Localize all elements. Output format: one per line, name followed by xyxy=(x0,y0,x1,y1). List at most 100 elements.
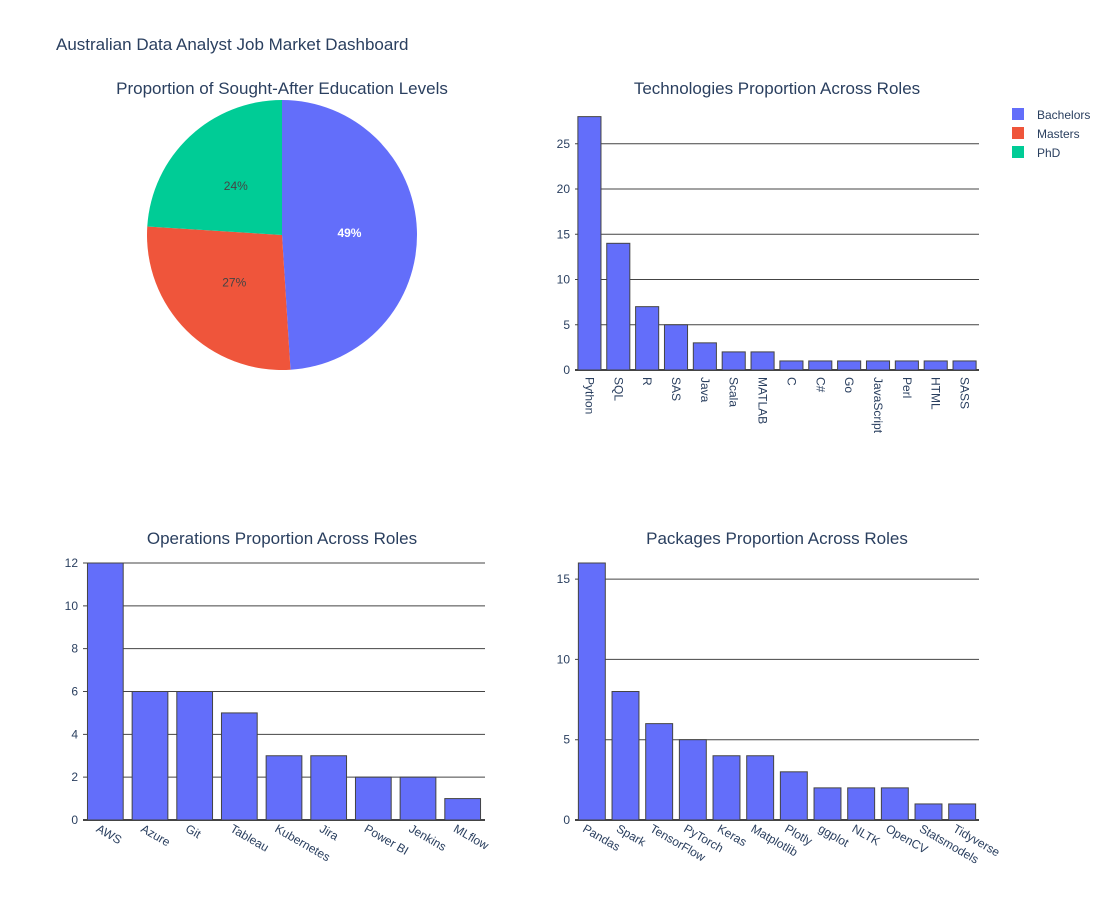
technologies-y-tick-label: 15 xyxy=(557,227,571,241)
operations-x-tick-label: Tableau xyxy=(228,821,271,854)
pie-label-phd: 24% xyxy=(224,179,248,193)
packages-bar-pytorch[interactable] xyxy=(678,739,707,821)
technologies-bar-matlab[interactable] xyxy=(750,351,775,371)
packages-x-tick-label: Pandas xyxy=(580,821,622,853)
packages-y-tick-label: 5 xyxy=(563,733,570,747)
operations-x-tick-label: Git xyxy=(183,821,204,841)
technologies-bar-sass[interactable] xyxy=(952,360,977,371)
technologies-x-tick-label: SASS xyxy=(958,377,972,409)
packages-bar-matplotlib[interactable] xyxy=(746,755,775,821)
education-pie-chart: Proportion of Sought-After Education Lev… xyxy=(116,79,448,370)
packages-bar-opencv[interactable] xyxy=(880,787,909,821)
packages-bar-plotly[interactable] xyxy=(779,771,808,821)
technologies-bar-c[interactable] xyxy=(779,360,804,371)
operations-bar-azure[interactable] xyxy=(131,691,169,821)
packages-bar-statsmodels[interactable] xyxy=(914,803,943,821)
operations-y-tick-label: 12 xyxy=(65,556,79,570)
operations-y-tick-label: 2 xyxy=(71,770,78,784)
technologies-y-tick-label: 25 xyxy=(557,137,571,151)
packages-bar-ggplot[interactable] xyxy=(813,787,842,821)
legend-label-masters: Masters xyxy=(1037,127,1080,141)
technologies-bar-python[interactable] xyxy=(577,116,602,371)
technologies-x-tick-label: Scala xyxy=(727,377,741,407)
technologies-y-tick-label: 0 xyxy=(563,363,570,377)
operations-bar-jenkins[interactable] xyxy=(399,776,437,821)
pie-label-masters: 27% xyxy=(222,276,246,290)
operations-y-tick-label: 6 xyxy=(71,685,78,699)
packages-y-tick-label: 0 xyxy=(563,813,570,827)
packages-x-tick-label: ggplot xyxy=(816,821,852,850)
operations-bar-mlflow[interactable] xyxy=(444,798,482,821)
operations-chart-title: Operations Proportion Across Roles xyxy=(147,529,417,548)
technologies-x-tick-label: JavaScript xyxy=(871,377,885,434)
pie-chart-title: Proportion of Sought-After Education Lev… xyxy=(116,79,448,98)
operations-x-tick-label: Azure xyxy=(139,821,173,849)
technologies-x-tick-label: Java xyxy=(698,377,712,403)
packages-bar-nltk[interactable] xyxy=(847,787,876,821)
technologies-chart-title: Technologies Proportion Across Roles xyxy=(634,79,920,98)
technologies-bar-sql[interactable] xyxy=(606,242,631,371)
operations-bar-power-bi[interactable] xyxy=(354,776,392,821)
operations-bar-aws[interactable] xyxy=(86,562,124,821)
packages-bar-chart: Packages Proportion Across Roles 0 5 10 15 P… xyxy=(557,529,1003,867)
technologies-x-tick-label: C xyxy=(784,377,798,386)
operations-y-tick-label: 0 xyxy=(71,813,78,827)
technologies-bar-html[interactable] xyxy=(923,360,948,371)
packages-bar-pandas[interactable] xyxy=(577,562,606,821)
pie-slice-phd[interactable] xyxy=(147,100,282,235)
technologies-bar-chart: Technologies Proportion Across Roles 0 5 1… xyxy=(557,79,979,434)
technologies-y-tick-label: 10 xyxy=(557,273,571,287)
packages-chart-title: Packages Proportion Across Roles xyxy=(646,529,908,548)
technologies-bar-javascript[interactable] xyxy=(865,360,891,371)
packages-y-tick-label: 10 xyxy=(557,652,571,666)
packages-bar-tidyverse[interactable] xyxy=(948,803,977,821)
operations-x-tick-label: Jenkins xyxy=(407,821,449,853)
technologies-x-tick-label: HTML xyxy=(929,377,943,410)
technologies-x-tick-label: Go xyxy=(842,377,856,393)
legend-swatch-bachelors xyxy=(1012,108,1024,120)
packages-bar-keras[interactable] xyxy=(712,755,741,821)
operations-x-tick-label: AWS xyxy=(94,821,124,847)
packages-x-tick-label: NLTK xyxy=(850,821,883,848)
pie-slice-masters[interactable] xyxy=(146,226,291,370)
technologies-x-tick-label: R xyxy=(640,377,654,386)
technologies-x-tick-label: C# xyxy=(813,377,827,393)
legend-item-masters[interactable]: Masters xyxy=(1012,127,1080,141)
legend-label-bachelors: Bachelors xyxy=(1037,108,1090,122)
technologies-bar-r[interactable] xyxy=(635,306,660,371)
operations-bar-tableau[interactable] xyxy=(220,712,258,821)
technologies-y-tick-label: 5 xyxy=(563,318,570,332)
technologies-bar-scala[interactable] xyxy=(721,351,746,371)
pie-label-bachelors: 49% xyxy=(337,226,361,240)
pie-slice-bachelors[interactable] xyxy=(282,100,417,370)
legend-item-phd[interactable]: PhD xyxy=(1012,146,1061,160)
packages-bar-tensorflow[interactable] xyxy=(645,723,674,821)
technologies-x-tick-label: SQL xyxy=(611,377,625,401)
technologies-bar-go[interactable] xyxy=(837,360,862,371)
operations-bar-chart: Operations Proportion Across Roles 0 2 4 6 8… xyxy=(65,529,492,864)
operations-bar-kubernetes[interactable] xyxy=(265,755,303,821)
technologies-x-tick-label: MATLAB xyxy=(756,377,770,424)
technologies-bar-java[interactable] xyxy=(692,342,717,371)
operations-y-tick-label: 4 xyxy=(71,727,78,741)
packages-bar-spark[interactable] xyxy=(611,691,640,821)
technologies-bar-perl[interactable] xyxy=(894,360,919,371)
technologies-bar-c[interactable] xyxy=(808,360,833,371)
operations-y-tick-label: 10 xyxy=(65,599,79,613)
operations-x-tick-label: Power BI xyxy=(362,821,411,857)
legend-swatch-masters xyxy=(1012,127,1024,139)
technologies-bars: 0 5 10 15 20 25 Python SQL R SAS Java Scala MATLAB C C… xyxy=(557,116,979,434)
legend-label-phd: PhD xyxy=(1037,146,1061,160)
legend-item-bachelors[interactable]: Bachelors xyxy=(1012,108,1090,122)
dashboard-title: Australian Data Analyst Job Market Dashb… xyxy=(56,35,408,54)
packages-y-tick-label: 15 xyxy=(557,572,571,586)
operations-bar-jira[interactable] xyxy=(310,755,348,821)
operations-bar-git[interactable] xyxy=(176,691,214,821)
operations-x-tick-label: Jira xyxy=(317,821,341,843)
pie-slices: 49% 27% 24% xyxy=(146,100,417,370)
technologies-bar-sas[interactable] xyxy=(663,324,689,371)
legend-swatch-phd xyxy=(1012,146,1024,158)
